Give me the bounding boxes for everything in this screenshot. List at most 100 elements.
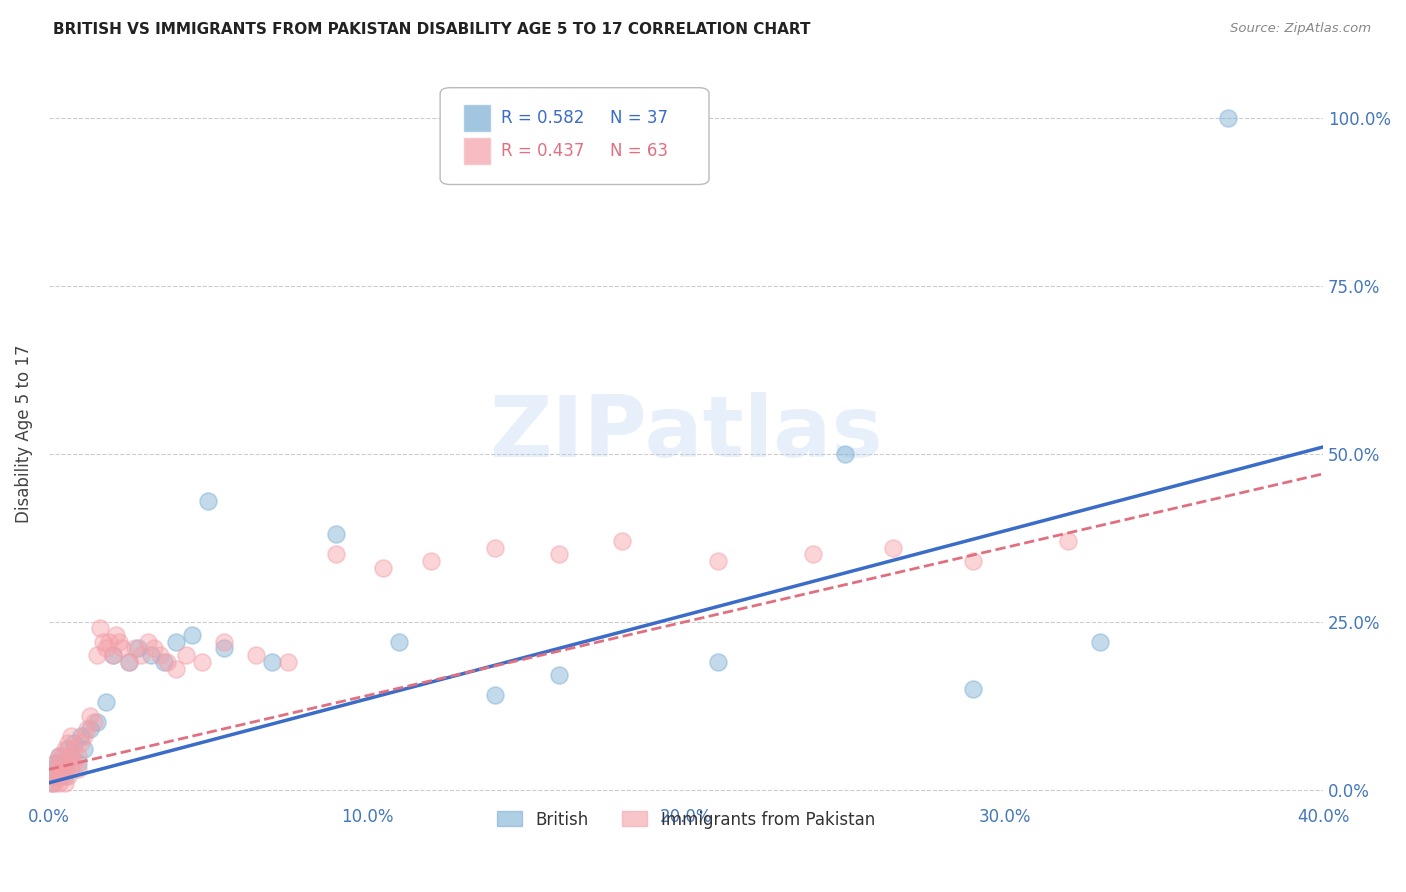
Point bbox=[63, 756, 86, 770]
Point bbox=[149, 648, 172, 663]
Point bbox=[66, 748, 89, 763]
Legend: British, Immigrants from Pakistan: British, Immigrants from Pakistan bbox=[491, 804, 882, 835]
Point bbox=[834, 447, 856, 461]
Point bbox=[1216, 111, 1239, 125]
Point bbox=[44, 756, 66, 770]
Point bbox=[63, 735, 86, 749]
Point bbox=[66, 756, 89, 770]
Point bbox=[60, 763, 83, 777]
Point bbox=[191, 655, 214, 669]
Point bbox=[53, 742, 76, 756]
Point bbox=[373, 561, 395, 575]
Point bbox=[547, 548, 569, 562]
Point bbox=[73, 729, 96, 743]
Point bbox=[60, 748, 83, 763]
Text: ZIPatlas: ZIPatlas bbox=[489, 392, 883, 475]
Point bbox=[612, 533, 634, 548]
Point bbox=[44, 769, 66, 783]
Point bbox=[127, 641, 149, 656]
Point bbox=[117, 655, 139, 669]
Point bbox=[212, 634, 235, 648]
Point bbox=[143, 641, 166, 656]
Point bbox=[124, 641, 146, 656]
Point bbox=[86, 715, 108, 730]
Point bbox=[56, 742, 79, 756]
Point bbox=[86, 648, 108, 663]
Point bbox=[53, 763, 76, 777]
Point bbox=[962, 681, 984, 696]
Point bbox=[60, 729, 83, 743]
Point bbox=[91, 634, 114, 648]
Point bbox=[44, 756, 66, 770]
Point bbox=[212, 641, 235, 656]
Point bbox=[101, 648, 124, 663]
Point bbox=[69, 729, 91, 743]
Point bbox=[56, 756, 79, 770]
Point bbox=[60, 748, 83, 763]
Point bbox=[325, 527, 347, 541]
Point bbox=[48, 748, 70, 763]
Point bbox=[111, 641, 134, 656]
Point bbox=[48, 763, 70, 777]
Point bbox=[165, 662, 187, 676]
Point bbox=[152, 655, 174, 669]
Point bbox=[53, 756, 76, 770]
Point bbox=[174, 648, 197, 663]
Point bbox=[56, 769, 79, 783]
FancyBboxPatch shape bbox=[440, 87, 709, 185]
Point bbox=[484, 541, 506, 555]
Point bbox=[41, 763, 63, 777]
Point bbox=[41, 763, 63, 777]
Point bbox=[803, 548, 825, 562]
Point bbox=[882, 541, 904, 555]
Point bbox=[83, 715, 105, 730]
Point bbox=[69, 735, 91, 749]
Point bbox=[136, 634, 159, 648]
Point bbox=[89, 621, 111, 635]
Point bbox=[44, 769, 66, 783]
Point bbox=[96, 695, 118, 709]
Point bbox=[707, 554, 730, 568]
Text: Source: ZipAtlas.com: Source: ZipAtlas.com bbox=[1230, 22, 1371, 36]
Y-axis label: Disability Age 5 to 17: Disability Age 5 to 17 bbox=[15, 344, 32, 523]
Text: BRITISH VS IMMIGRANTS FROM PAKISTAN DISABILITY AGE 5 TO 17 CORRELATION CHART: BRITISH VS IMMIGRANTS FROM PAKISTAN DISA… bbox=[53, 22, 811, 37]
Point bbox=[484, 689, 506, 703]
Point bbox=[41, 769, 63, 783]
Point bbox=[165, 634, 187, 648]
Point bbox=[63, 742, 86, 756]
Point bbox=[41, 776, 63, 790]
Point bbox=[48, 748, 70, 763]
Point bbox=[51, 763, 73, 777]
Point bbox=[44, 776, 66, 790]
Point bbox=[53, 776, 76, 790]
Point bbox=[48, 776, 70, 790]
Point bbox=[197, 493, 219, 508]
Point bbox=[51, 763, 73, 777]
Point bbox=[1088, 634, 1111, 648]
Point bbox=[181, 628, 204, 642]
Point bbox=[79, 722, 101, 736]
Point bbox=[388, 634, 411, 648]
Point bbox=[547, 668, 569, 682]
Point bbox=[104, 628, 127, 642]
Point bbox=[420, 554, 443, 568]
Text: N = 63: N = 63 bbox=[610, 142, 668, 161]
Point bbox=[131, 648, 153, 663]
Point bbox=[96, 641, 118, 656]
Point bbox=[245, 648, 267, 663]
Bar bbox=[463, 104, 491, 132]
Point bbox=[101, 648, 124, 663]
Text: N = 37: N = 37 bbox=[610, 109, 668, 127]
Point bbox=[108, 634, 131, 648]
Point bbox=[707, 655, 730, 669]
Point bbox=[51, 769, 73, 783]
Bar bbox=[463, 137, 491, 165]
Point bbox=[117, 655, 139, 669]
Point bbox=[51, 748, 73, 763]
Point bbox=[48, 769, 70, 783]
Text: R = 0.582: R = 0.582 bbox=[502, 109, 585, 127]
Point bbox=[1057, 533, 1080, 548]
Point bbox=[41, 776, 63, 790]
Point bbox=[260, 655, 283, 669]
Point bbox=[76, 722, 98, 736]
